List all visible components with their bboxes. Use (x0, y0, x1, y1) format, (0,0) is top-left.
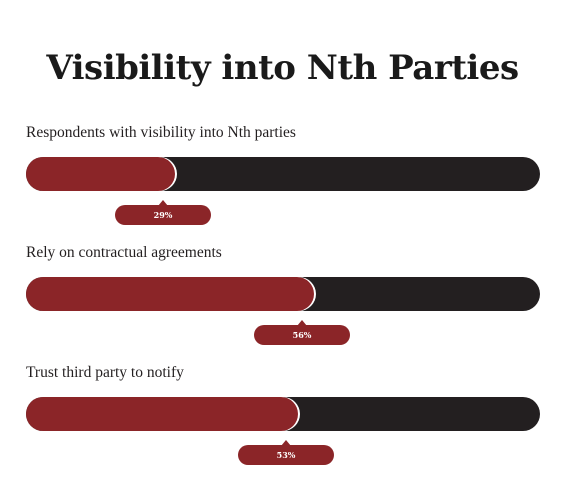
bar-track (26, 157, 540, 191)
bar-track (26, 397, 540, 431)
bar-value-label: 53% (238, 440, 334, 465)
bar-value-label: 56% (254, 320, 350, 345)
bar-category-label: Respondents with visibility into Nth par… (26, 124, 296, 141)
bar-fill (26, 397, 298, 431)
bar-category-label: Rely on contractual agreements (26, 244, 222, 261)
bar-fill (26, 157, 175, 191)
chart-title: Visibility into Nth Parties (46, 48, 519, 88)
bar-category-label: Trust third party to notify (26, 364, 184, 381)
bar-fill (26, 277, 314, 311)
bar-value-label: 29% (115, 200, 211, 225)
bar-track (26, 277, 540, 311)
